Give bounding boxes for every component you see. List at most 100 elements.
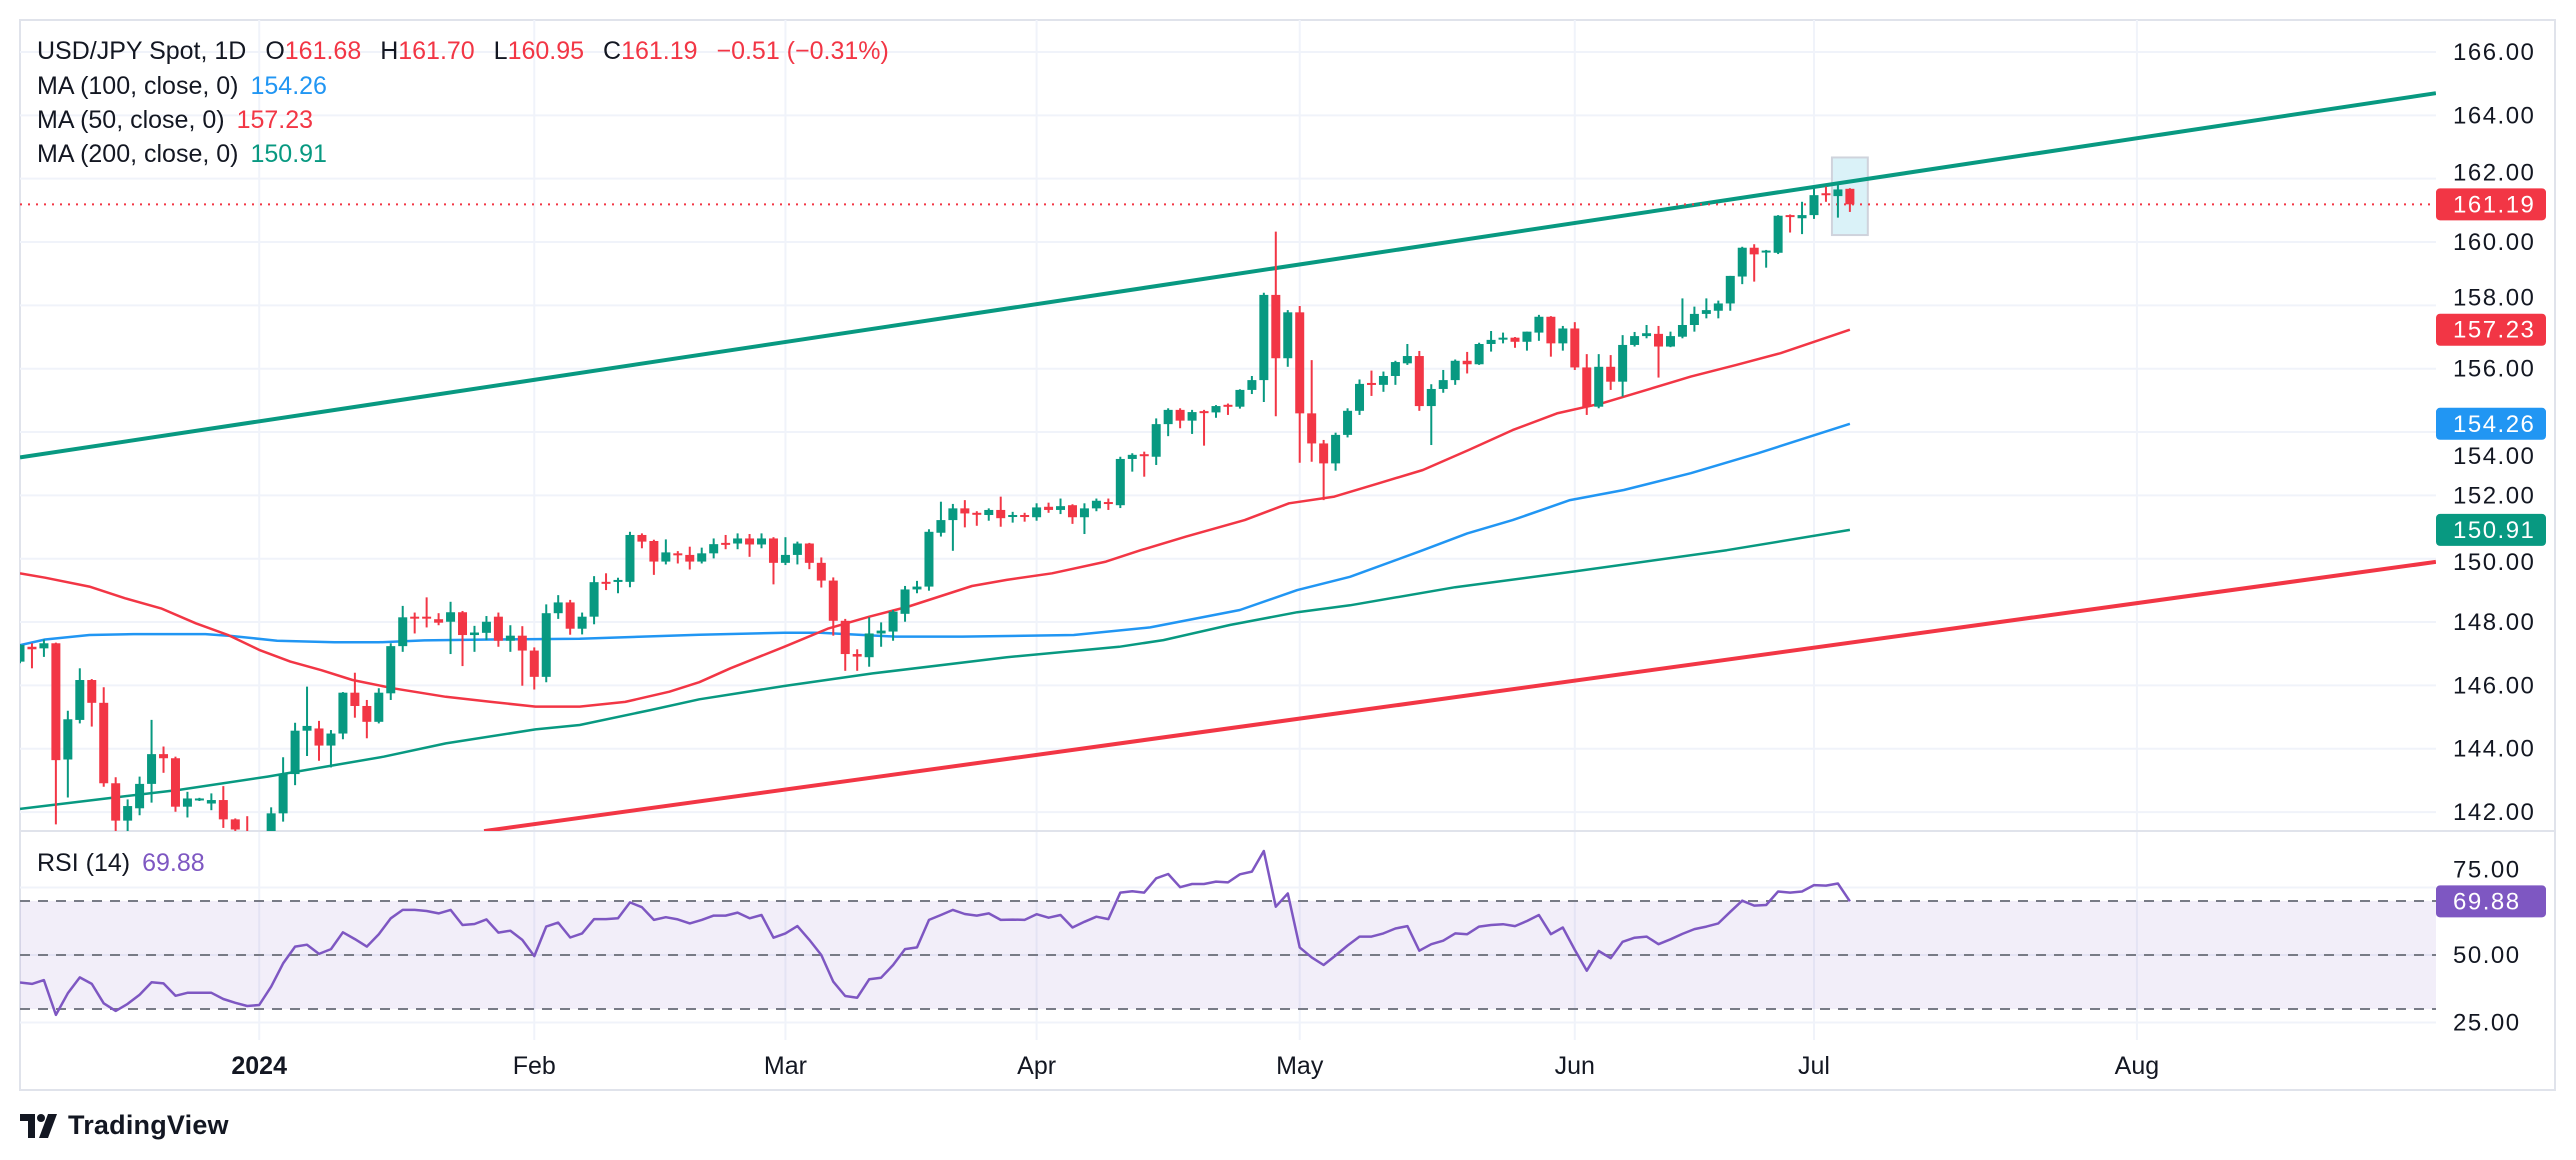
price-badge-bg — [2436, 188, 2546, 221]
candle-body — [1749, 247, 1759, 255]
price-axis: 142.00 144.00 146.00 148.00 150.00 152.00 154.… — [2453, 39, 2535, 1037]
ma200-value: 150.91 — [250, 140, 327, 168]
candle-down — [1606, 355, 1616, 390]
price-tick-label: 144.00 — [2453, 736, 2535, 763]
close-value: 161.19 — [621, 37, 698, 65]
candle-up — [936, 501, 946, 537]
candle-body — [1331, 434, 1341, 464]
candle-up — [1032, 503, 1042, 521]
candle-body — [1390, 362, 1400, 376]
candle-body — [1785, 215, 1795, 218]
candle-body — [816, 562, 826, 581]
candle-down — [493, 612, 503, 647]
candle-body — [1725, 275, 1735, 304]
candle-body — [1618, 344, 1628, 382]
candle-body — [386, 646, 396, 694]
candle-down — [99, 687, 109, 787]
candle-up — [338, 692, 348, 740]
candle-down — [111, 777, 121, 831]
rsi-badge: 69.88 — [2436, 885, 2546, 918]
tradingview-logo[interactable]: TradingView — [20, 1110, 229, 1141]
candle-body — [1366, 382, 1376, 385]
candle-body — [1570, 328, 1580, 368]
time-tick-label: Aug — [2115, 1052, 2159, 1080]
candle-up — [792, 541, 802, 565]
candle-down — [1044, 502, 1054, 513]
candle-body — [1689, 313, 1699, 325]
open-label: O — [265, 37, 285, 65]
candle-down — [685, 546, 695, 570]
candle-down — [768, 537, 778, 585]
candle-body — [852, 654, 862, 657]
candle-up — [924, 529, 934, 591]
candle-body — [1032, 507, 1042, 518]
candle-down — [1510, 337, 1520, 348]
candle-down — [1319, 439, 1329, 501]
candle-body — [266, 813, 276, 831]
candle-body — [194, 798, 204, 801]
legend-symbol-row: USD/JPY Spot, 1D O161.68 H161.70 L160.95… — [37, 36, 889, 66]
candle-up — [398, 605, 408, 652]
candle-body — [577, 616, 587, 629]
candle-down — [410, 612, 420, 634]
candle-up — [1713, 300, 1723, 319]
price-badge-bg — [2436, 313, 2546, 346]
candle-body — [1271, 294, 1281, 359]
candle-body — [972, 512, 982, 515]
candle-body — [1558, 328, 1568, 344]
candle-up — [1809, 185, 1819, 219]
candle-body — [697, 553, 707, 562]
candle-up — [553, 595, 563, 619]
price-tick-label: 164.00 — [2453, 102, 2535, 129]
legend-ma50[interactable]: MA (50, close, 0) 157.23 — [37, 105, 313, 135]
candle-body — [1163, 409, 1173, 425]
legend-ma200[interactable]: MA (200, close, 0) 150.91 — [37, 139, 327, 169]
candle-down — [1199, 409, 1209, 446]
candle-body — [1713, 303, 1723, 311]
price-tick-label: 148.00 — [2453, 609, 2535, 636]
candle-up — [864, 617, 874, 667]
candle-body — [541, 613, 551, 677]
candle-body — [99, 702, 109, 784]
candle-up — [661, 539, 671, 565]
candle-up — [266, 807, 276, 831]
legend-rsi[interactable]: RSI (14) 69.88 — [37, 848, 205, 878]
candle-body — [434, 619, 444, 623]
price-tick-label: 158.00 — [2453, 285, 2535, 312]
candle-down — [230, 818, 240, 831]
candle-body — [1319, 443, 1329, 464]
candle-up — [1665, 331, 1675, 348]
candle-down — [601, 573, 611, 591]
candle-body — [1761, 250, 1771, 253]
candle-body — [1343, 410, 1353, 435]
ma100-value: 154.26 — [250, 72, 327, 100]
candle-body — [147, 754, 157, 784]
candle-up — [194, 797, 204, 801]
legend-ma100[interactable]: MA (100, close, 0) 154.26 — [37, 71, 327, 101]
candle-up — [278, 757, 288, 822]
candle-body — [1474, 343, 1484, 365]
candle-down — [1223, 403, 1233, 415]
candle-up — [1008, 511, 1018, 523]
candle-body — [1056, 506, 1066, 510]
candle-up — [1522, 331, 1532, 351]
candle-down — [246, 816, 249, 831]
candle-up — [1079, 503, 1089, 535]
candle-up — [1091, 498, 1101, 512]
candle-body — [1187, 412, 1197, 421]
candle-body — [1677, 324, 1687, 337]
candle-down — [852, 649, 862, 671]
price-gridlines — [20, 20, 2436, 1040]
rsi-pane — [20, 849, 2436, 1017]
candle-down — [1821, 186, 1831, 202]
candle-body — [1127, 454, 1137, 459]
candle-up — [505, 625, 515, 652]
candle-body — [398, 617, 408, 647]
candle-down — [1307, 360, 1317, 462]
candle-up — [541, 604, 551, 683]
price-tick-label: 152.00 — [2453, 482, 2535, 509]
candle-down — [816, 557, 826, 588]
candle-down — [87, 679, 97, 727]
candle-body — [1079, 508, 1089, 518]
